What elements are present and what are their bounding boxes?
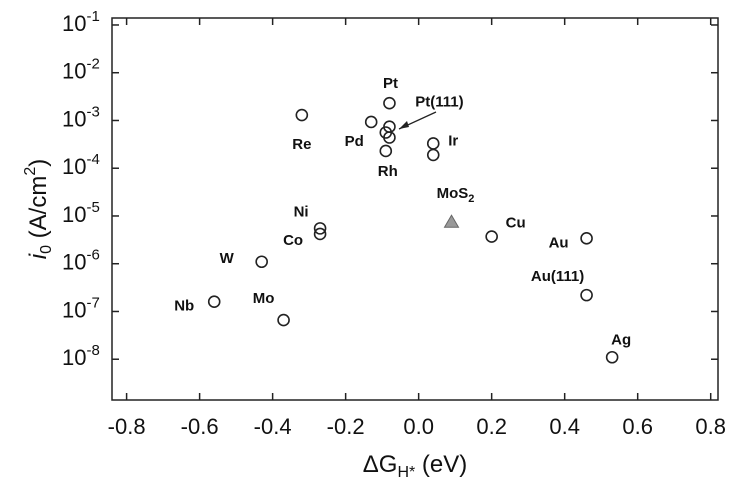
point-label: Re	[292, 136, 311, 153]
x-tick-label: 0.2	[476, 414, 507, 439]
point	[426, 137, 440, 150]
point-label: Au(111)	[531, 268, 584, 285]
point	[277, 313, 290, 327]
point-label-text: Ag	[611, 331, 631, 348]
point-label: W	[220, 250, 235, 267]
point	[443, 214, 460, 228]
point	[580, 288, 593, 302]
point-label-text: MoS	[437, 185, 469, 202]
y-tick-exponent: -6	[86, 247, 99, 264]
y-tick-exponent: -7	[86, 294, 99, 311]
y-tick-exponent: -1	[86, 8, 99, 25]
point-label: Mo	[253, 290, 275, 307]
arrow-head	[399, 121, 409, 129]
point-label-text: Nb	[174, 298, 194, 315]
point-label: Au	[549, 234, 569, 251]
x-tick-label: 0.4	[549, 414, 580, 439]
x-tick-label: -0.6	[181, 414, 219, 439]
point-label: Ni	[294, 203, 309, 220]
point	[313, 222, 327, 235]
point-label-text: Re	[292, 136, 311, 153]
point-label: Pt(111)	[415, 94, 463, 111]
point	[313, 227, 327, 241]
point-label-text: Au	[549, 234, 569, 251]
point	[207, 295, 221, 309]
y-tick-exponent: -4	[86, 151, 99, 168]
point-label-text: Rh	[378, 163, 398, 180]
point	[383, 96, 396, 110]
point	[383, 131, 396, 144]
y-tick-label: 10-7	[62, 294, 100, 322]
point	[255, 255, 268, 269]
y-tick-label: 10-2	[62, 56, 100, 84]
y-tick-base: 10	[62, 106, 86, 131]
y-tick-base: 10	[62, 250, 86, 275]
y-tick-label: 10-5	[62, 199, 100, 227]
y-tick-label: 10-8	[62, 342, 100, 370]
x-tick-label: -0.4	[254, 414, 292, 439]
y-tick-base: 10	[62, 154, 86, 179]
y-tick-label: 10-6	[62, 247, 100, 275]
point-label-text: Cu	[506, 215, 526, 232]
y-tick-label: 10-1	[62, 8, 100, 36]
y-tick-label: 10-3	[62, 103, 100, 131]
point-label-text: Ir	[448, 132, 458, 149]
y-axis-title: i0 (A/cm2)	[22, 159, 55, 259]
point-label-text: Pt	[383, 75, 398, 92]
y-tick-base: 10	[62, 345, 86, 370]
y-tick-exponent: -5	[86, 199, 99, 216]
point-label-sub: 2	[468, 193, 474, 205]
y-tick-base: 10	[62, 202, 86, 227]
point-label-text: Pd	[345, 133, 364, 150]
point	[295, 108, 309, 122]
x-axis-title: ΔGH* (eV)	[363, 451, 468, 481]
y-tick-exponent: -2	[86, 56, 99, 73]
point-label: Pt	[383, 75, 398, 92]
point-label-text: Pt(111)	[415, 94, 463, 111]
point-label-text: Mo	[253, 290, 275, 307]
point-label: Cu	[506, 215, 526, 232]
point	[379, 144, 393, 158]
point-label: Ag	[611, 331, 631, 348]
point	[364, 115, 378, 129]
y-tick-base: 10	[62, 11, 86, 36]
point	[426, 148, 440, 162]
y-tick-exponent: -3	[86, 103, 99, 120]
point-label: Ir	[448, 132, 458, 149]
x-tick-label: -0.8	[108, 414, 146, 439]
x-tick-label: -0.2	[327, 414, 365, 439]
plot-frame	[111, 17, 719, 401]
point	[580, 232, 593, 245]
point	[605, 350, 619, 364]
y-tick-exponent: -8	[86, 342, 99, 359]
x-tick-label: 0.8	[695, 414, 726, 439]
y-tick-base: 10	[62, 59, 86, 84]
point-label-text: Ni	[294, 203, 309, 220]
point-label-text: W	[220, 250, 235, 267]
point-label: Nb	[174, 298, 194, 315]
point-label: MoS2	[437, 185, 475, 205]
y-tick-label: 10-4	[62, 151, 100, 179]
point	[485, 230, 498, 243]
point-label: Rh	[378, 163, 398, 180]
point-label-text: Au(111)	[531, 268, 584, 285]
y-tick-base: 10	[62, 297, 86, 322]
point-label: Pd	[345, 133, 364, 150]
x-tick-label: 0.0	[403, 414, 434, 439]
point-label: Co	[283, 232, 303, 249]
point-label-text: Co	[283, 232, 303, 249]
x-tick-label: 0.6	[622, 414, 653, 439]
